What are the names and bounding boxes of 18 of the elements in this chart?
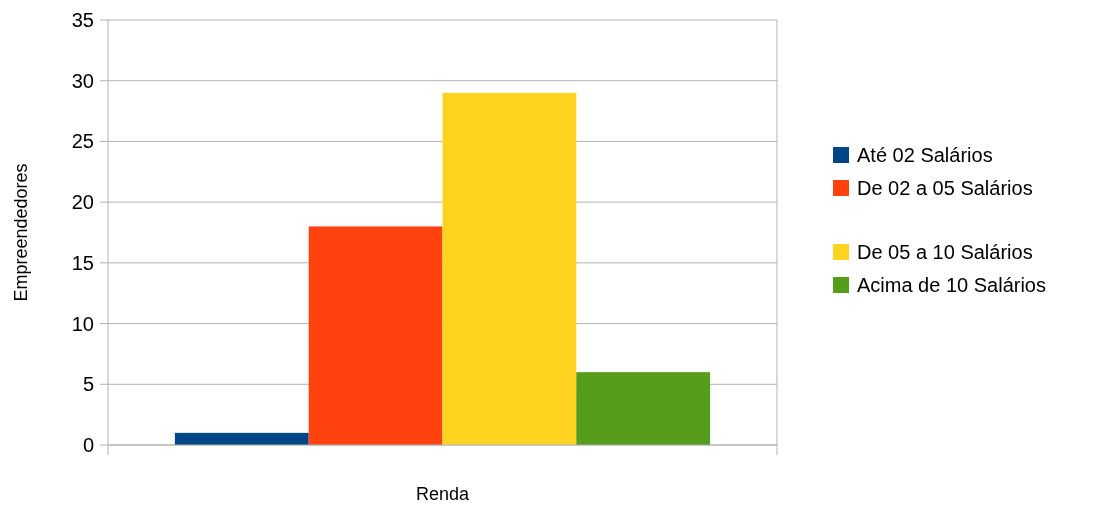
y-tick-label: 15 [71, 251, 94, 274]
y-tick-label: 30 [71, 69, 94, 92]
y-tick-label: 25 [71, 130, 94, 153]
y-tick-label: 20 [71, 191, 94, 214]
legend-label: De 05 a 10 Salários [857, 241, 1033, 263]
y-axis-title: Empreendedores [11, 163, 31, 302]
bar [442, 92, 577, 445]
bar [576, 372, 711, 445]
y-tick-label: 0 [82, 434, 94, 456]
bar [308, 226, 443, 445]
y-tick-label: 35 [71, 9, 94, 31]
bar [174, 432, 309, 445]
legend-label: Acima de 10 Salários [857, 274, 1046, 296]
legend-label: Até 02 Salários [857, 144, 993, 166]
legend-label: De 02 a 05 Salários [857, 177, 1033, 199]
x-axis-title: Renda [415, 484, 471, 504]
y-tick-label: 5 [82, 373, 94, 396]
y-tick-label: 10 [71, 312, 94, 335]
